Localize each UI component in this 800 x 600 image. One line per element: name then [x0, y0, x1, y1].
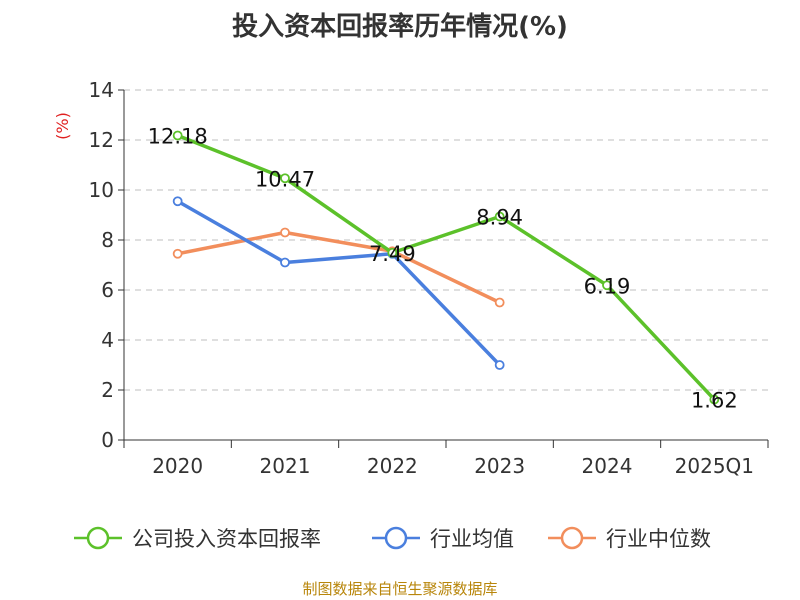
axes: 0 2 4 6 8 10 12 14 2020 2021 2022 2023 2024 2025Q1	[89, 78, 769, 478]
data-label: 6.19	[584, 274, 631, 298]
y-tick-label: 8	[101, 228, 114, 252]
data-point	[494, 211, 505, 222]
data-point	[172, 130, 183, 141]
chart-title: 投入资本回报率历年情况(%)	[232, 12, 568, 42]
legend-label: 公司投入资本回报率	[132, 527, 321, 551]
x-tick-label: 2020	[152, 454, 203, 478]
data-label: 8.94	[476, 206, 523, 230]
data-point	[172, 196, 183, 207]
data-point	[709, 394, 720, 405]
y-tick-label: 2	[101, 378, 114, 402]
data-point	[280, 173, 290, 184]
legend-label: 行业中位数	[606, 527, 711, 551]
series-line	[176, 199, 501, 367]
x-tick-label: 2024	[582, 454, 633, 478]
y-tick-label: 0	[101, 428, 114, 452]
data-point	[494, 360, 505, 370]
y-tick-label: 4	[101, 328, 114, 352]
data-label: 7.49	[369, 242, 416, 266]
series-line	[177, 230, 501, 305]
y-axis-title: (%)	[53, 112, 72, 140]
data-point	[280, 227, 290, 238]
legend-item[interactable]: 行业均值	[370, 518, 514, 558]
y-tick-label: 10	[89, 178, 114, 202]
series-line	[177, 133, 716, 401]
data-label: 12.18	[148, 125, 208, 149]
data-label: 1.62	[691, 389, 738, 413]
data-point	[387, 247, 398, 258]
y-tick-label: 6	[101, 278, 114, 302]
grid-lines	[124, 89, 768, 391]
legend: 公司投入资本回报率 行业均值 行业中位数	[0, 518, 800, 558]
data-point	[602, 280, 612, 291]
x-tick-label: 2021	[260, 454, 311, 478]
legend-item[interactable]: 公司投入资本回报率	[72, 518, 321, 558]
x-tick-label: 2023	[474, 454, 525, 478]
legend-marker-icon	[372, 526, 420, 550]
y-tick-label: 14	[89, 78, 114, 102]
data-point	[172, 248, 183, 259]
data-labels: 12.18 10.47 7.49 8.94 6.19 1.62	[148, 125, 738, 413]
series-lines	[172, 130, 720, 405]
source-note: 制图数据来自恒生聚源数据库	[302, 580, 498, 598]
legend-marker-icon	[548, 526, 596, 550]
data-point	[280, 257, 290, 268]
data-point	[494, 297, 505, 308]
data-label: 10.47	[255, 167, 315, 191]
x-tick-label: 2025Q1	[675, 454, 754, 478]
legend-marker-icon	[74, 526, 122, 550]
legend-item[interactable]: 行业中位数	[546, 518, 711, 558]
x-tick-label: 2022	[367, 454, 418, 478]
y-tick-label: 12	[89, 128, 114, 152]
legend-label: 行业均值	[430, 527, 514, 551]
